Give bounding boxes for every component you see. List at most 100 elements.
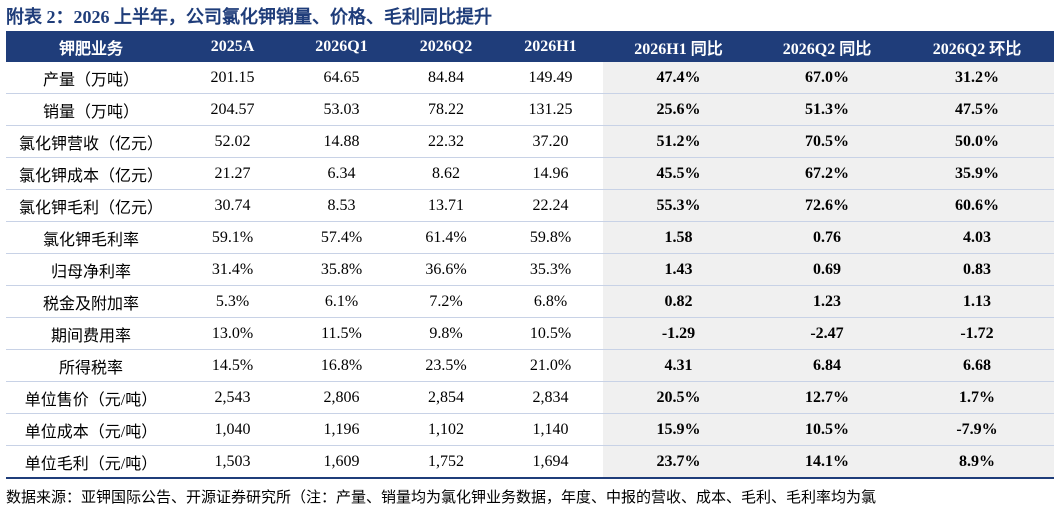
table-cell: 60.6% (900, 189, 1054, 222)
header-cell: 2026Q2 同比 (754, 31, 900, 62)
header-cell: 2026Q2 (394, 31, 498, 62)
header-cell: 2026H1 同比 (603, 31, 754, 62)
table-cell: 61.4% (394, 221, 498, 254)
table-cell: 2,834 (498, 381, 603, 414)
row-label: 产量（万吨） (6, 62, 176, 94)
table-cell: 1,102 (394, 413, 498, 446)
table-cell: 1,752 (394, 445, 498, 479)
table-cell: -7.9% (900, 413, 1054, 446)
table-cell: 10.5% (498, 317, 603, 350)
table-row: 氯化钾毛利（亿元） 30.74 8.53 13.71 22.24 55.3% 72.6% 60… (6, 189, 1054, 222)
table-cell: 6.34 (289, 157, 394, 190)
table-row: 归母净利率 31.4% 35.8% 36.6% 35.3% 1.43 0.69 0.83 (6, 253, 1054, 286)
table-cell: 1,694 (498, 445, 603, 479)
table-row: 氯化钾毛利率 59.1% 57.4% 61.4% 59.8% 1.58 0.76 4.03 (6, 221, 1054, 254)
table-cell: 13.0% (176, 317, 289, 350)
table-cell: 10.5% (754, 413, 900, 446)
table-cell: 201.15 (176, 62, 289, 94)
header-cell: 2026Q1 (289, 31, 394, 62)
table-cell: 84.84 (394, 62, 498, 94)
table-cell: 12.7% (754, 381, 900, 414)
table-cell: 7.2% (394, 285, 498, 318)
table-cell: 23.5% (394, 349, 498, 382)
row-label: 期间费用率 (6, 317, 176, 350)
table-cell: 30.74 (176, 189, 289, 222)
header-cell: 2025A (176, 31, 289, 62)
table-cell: -2.47 (754, 317, 900, 350)
table-cell: 59.8% (498, 221, 603, 254)
row-label: 氯化钾营收（亿元） (6, 125, 176, 158)
table-cell: 204.57 (176, 93, 289, 126)
table-cell: 22.32 (394, 125, 498, 158)
table-cell: 25.6% (603, 93, 754, 126)
table-row: 单位毛利（元/吨） 1,503 1,609 1,752 1,694 23.7% 14.1% 8… (6, 445, 1054, 479)
table-cell: 59.1% (176, 221, 289, 254)
table-row: 销量（万吨） 204.57 53.03 78.22 131.25 25.6% 51.3% 47… (6, 93, 1054, 126)
table-cell: 14.5% (176, 349, 289, 382)
table-row: 所得税率 14.5% 16.8% 23.5% 21.0% 4.31 6.84 6.68 (6, 349, 1054, 382)
header-row: 钾肥业务 2025A 2026Q1 2026Q2 2026H1 2026H1 同… (6, 31, 1054, 62)
table-cell: 9.8% (394, 317, 498, 350)
table-cell: 1.23 (754, 285, 900, 318)
table-cell: 131.25 (498, 93, 603, 126)
table-cell: 23.7% (603, 445, 754, 479)
table-cell: 0.82 (603, 285, 754, 318)
table-cell: 36.6% (394, 253, 498, 286)
table-cell: 2,854 (394, 381, 498, 414)
row-label: 所得税率 (6, 349, 176, 382)
table-cell: 35.8% (289, 253, 394, 286)
table-cell: 4.31 (603, 349, 754, 382)
table-cell: 1,040 (176, 413, 289, 446)
table-cell: -1.72 (900, 317, 1054, 350)
table-cell: 53.03 (289, 93, 394, 126)
source-note: 数据来源：亚钾国际公告、开源证券研究所（注：产量、销量均为氯化钾业务数据，年度、… (6, 490, 877, 506)
table-row: 产量（万吨） 201.15 64.65 84.84 149.49 47.4% 67.0% 31… (6, 62, 1054, 94)
row-label: 归母净利率 (6, 253, 176, 286)
table-cell: 1,503 (176, 445, 289, 479)
table-cell: 16.8% (289, 349, 394, 382)
row-label: 氯化钾毛利率 (6, 221, 176, 254)
table-title: 附表 2：2026 上半年，公司氯化钾销量、价格、毛利同比提升 (6, 7, 492, 27)
table-cell: 51.2% (603, 125, 754, 158)
table-cell: 13.71 (394, 189, 498, 222)
table-cell: 14.96 (498, 157, 603, 190)
table-cell: -1.29 (603, 317, 754, 350)
table-cell: 51.3% (754, 93, 900, 126)
row-label: 单位成本（元/吨） (6, 413, 176, 446)
table-cell: 70.5% (754, 125, 900, 158)
table-row: 单位售价（元/吨） 2,543 2,806 2,854 2,834 20.5% 12.7% 1… (6, 381, 1054, 414)
table-cell: 0.76 (754, 221, 900, 254)
table-cell: 8.53 (289, 189, 394, 222)
table-cell: 67.2% (754, 157, 900, 190)
table-cell: 6.8% (498, 285, 603, 318)
table-cell: 47.5% (900, 93, 1054, 126)
header-cell: 2026Q2 环比 (900, 31, 1054, 62)
table-cell: 31.4% (176, 253, 289, 286)
table-cell: 14.88 (289, 125, 394, 158)
table-cell: 37.20 (498, 125, 603, 158)
row-label: 氯化钾成本（亿元） (6, 157, 176, 190)
row-label: 单位毛利（元/吨） (6, 445, 176, 479)
table-cell: 50.0% (900, 125, 1054, 158)
table-cell: 1,140 (498, 413, 603, 446)
table-cell: 14.1% (754, 445, 900, 479)
table-cell: 47.4% (603, 62, 754, 94)
table-cell: 72.6% (754, 189, 900, 222)
table-cell: 1.13 (900, 285, 1054, 318)
table-cell: 6.68 (900, 349, 1054, 382)
table-cell: 64.65 (289, 62, 394, 94)
table-cell: 6.1% (289, 285, 394, 318)
header-cell: 2026H1 (498, 31, 603, 62)
table-cell: 67.0% (754, 62, 900, 94)
table-cell: 52.02 (176, 125, 289, 158)
table-cell: 57.4% (289, 221, 394, 254)
table-cell: 8.62 (394, 157, 498, 190)
row-label: 单位售价（元/吨） (6, 381, 176, 414)
table-cell: 35.9% (900, 157, 1054, 190)
table-cell: 1,196 (289, 413, 394, 446)
table-cell: 2,543 (176, 381, 289, 414)
table-cell: 35.3% (498, 253, 603, 286)
potash-business-table: 钾肥业务 2025A 2026Q1 2026Q2 2026H1 2026H1 同… (6, 31, 1054, 479)
table-cell: 31.2% (900, 62, 1054, 94)
table-cell: 1.43 (603, 253, 754, 286)
